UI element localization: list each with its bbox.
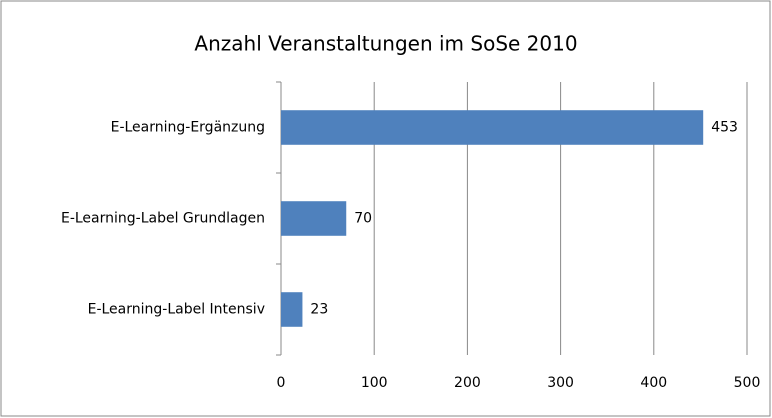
data-label: 23	[310, 302, 328, 318]
data-label: 70	[354, 211, 372, 227]
data-label: 453	[711, 120, 738, 136]
x-tick-label: 0	[277, 375, 286, 391]
x-tick-label: 300	[547, 375, 574, 391]
y-tick-label: E-Learning-Ergänzung	[111, 120, 265, 136]
x-tick-label: 500	[734, 375, 761, 391]
x-tick-label: 200	[454, 375, 481, 391]
bar	[281, 110, 704, 145]
chart-title: Anzahl Veranstaltungen im SoSe 2010	[194, 32, 577, 56]
bar	[281, 292, 303, 327]
x-tick-label: 400	[640, 375, 667, 391]
bar	[281, 201, 347, 236]
y-tick-label: E-Learning-Label Intensiv	[88, 302, 265, 318]
x-tick-label: 100	[361, 375, 388, 391]
y-tick-label: E-Learning-Label Grundlagen	[61, 211, 265, 227]
